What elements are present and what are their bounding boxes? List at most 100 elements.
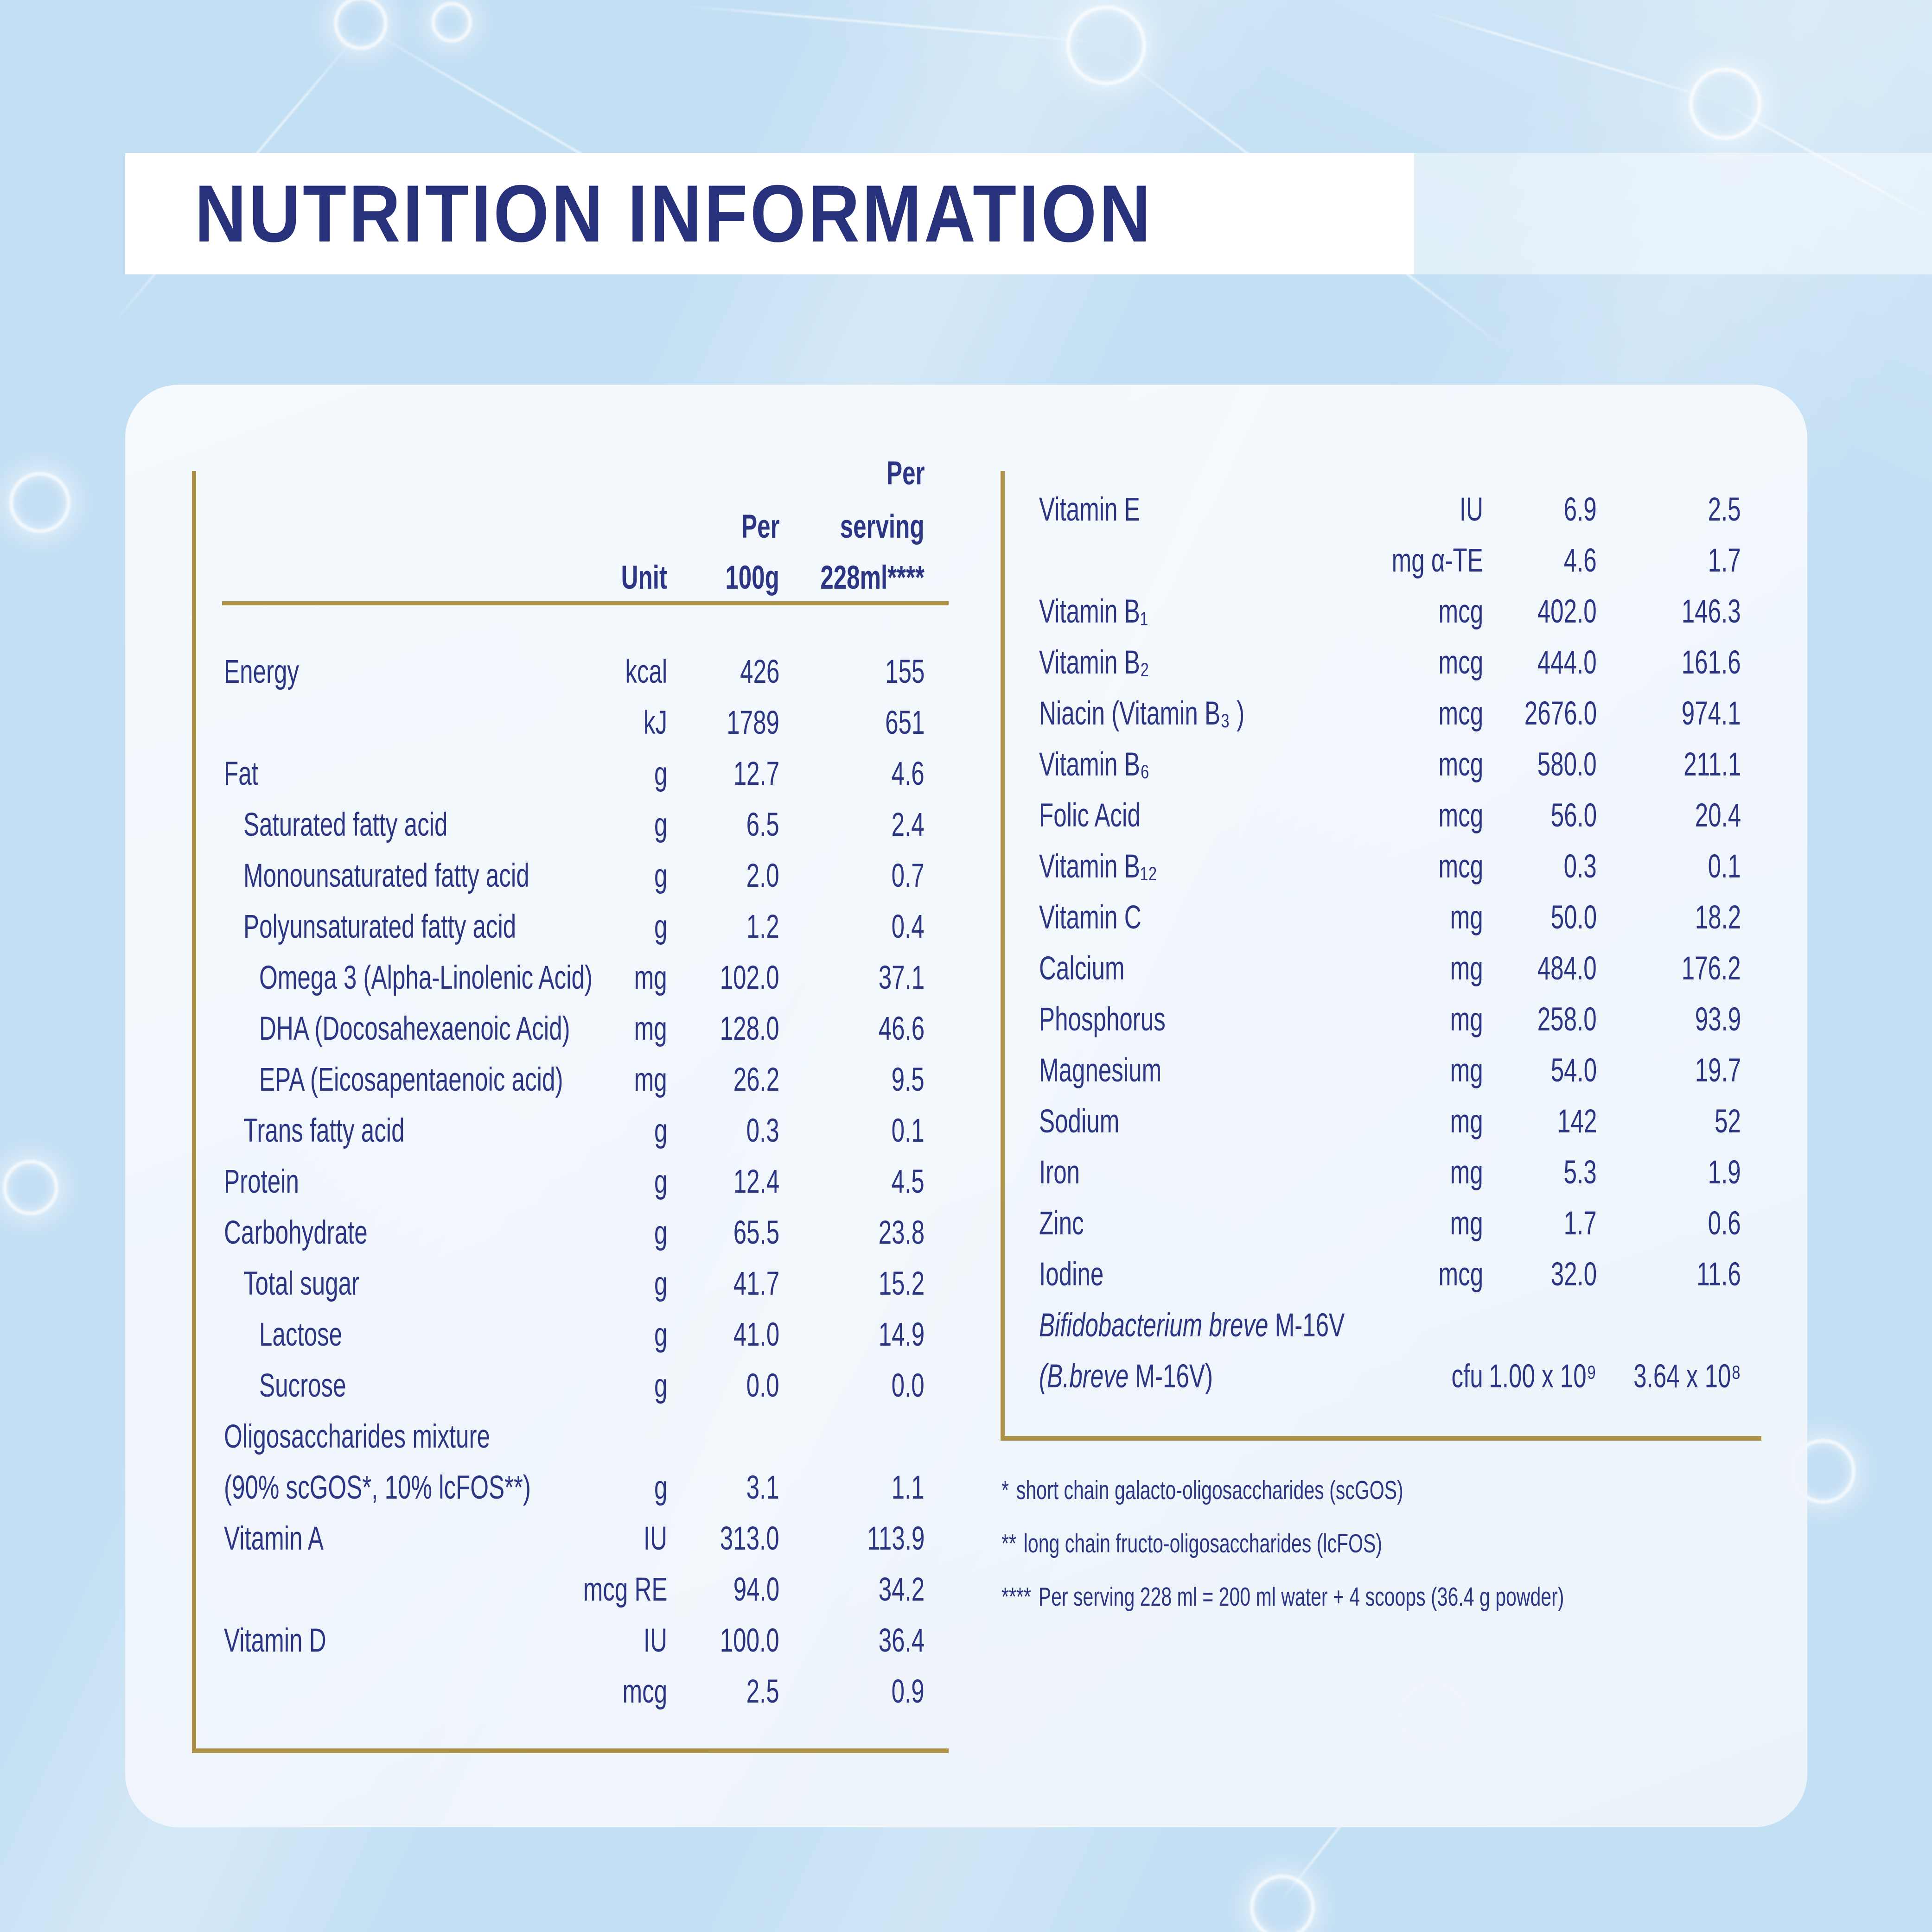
table-row: Trans fatty acid g 0.3 0.1 — [196, 1106, 949, 1157]
unit-cell: mg — [634, 1061, 667, 1098]
row-label: DHA (Docosahexaenoic Acid) — [259, 1010, 570, 1047]
unit-cell: kcal — [625, 654, 667, 690]
per-100g-cell: 5.3 — [1563, 1154, 1597, 1191]
unit-cell: mcg — [1438, 797, 1483, 834]
col-header-100g: 100g — [725, 559, 779, 596]
per-100g-cell: 1.00 x 10⁹ — [1489, 1358, 1597, 1395]
per-serving-cell: 0.1 — [1708, 848, 1741, 885]
table-row: Polyunsaturated fatty acid g 1.2 0.4 — [196, 902, 949, 953]
row-label: Folic Acid — [1039, 797, 1141, 834]
row-label: Iron — [1039, 1154, 1080, 1191]
per-serving-cell: 23.8 — [878, 1214, 925, 1251]
per-100g-cell: 1789 — [727, 705, 779, 741]
unit-cell: mcg — [1438, 695, 1483, 732]
per-100g-cell: 0.3 — [1563, 848, 1597, 885]
per-100g-cell: 6.9 — [1563, 491, 1597, 528]
table-row: Oligosaccharides mixture — [196, 1411, 949, 1462]
table-row: Carbohydrate g 65.5 23.8 — [196, 1208, 949, 1258]
row-label: Vitamin D — [224, 1622, 326, 1659]
per-serving-cell: 46.6 — [878, 1010, 925, 1047]
unit-cell: mg — [1450, 899, 1483, 936]
row-label: Zinc — [1039, 1205, 1084, 1242]
table-row: mcg 2.5 0.9 — [196, 1666, 949, 1717]
row-label: Fat — [224, 756, 258, 792]
unit-cell: g — [654, 756, 667, 792]
table-row: Vitamin C mg 50.0 18.2 — [1005, 892, 1761, 943]
table-row: Total sugar g 41.7 15.2 — [196, 1258, 949, 1309]
col-header-unit: Unit — [621, 559, 667, 596]
per-serving-cell: 18.2 — [1695, 899, 1741, 936]
per-serving-cell: 52 — [1715, 1103, 1741, 1140]
per-serving-cell: 3.64 x 10⁸ — [1633, 1358, 1741, 1395]
molecule-node-decoration — [1066, 6, 1146, 85]
row-label: Vitamin E — [1039, 491, 1140, 528]
molecule-node-decoration — [9, 472, 70, 533]
table-row: Sucrose g 0.0 0.0 — [196, 1360, 949, 1411]
unit-cell: g — [654, 1367, 667, 1404]
row-label: Monounsaturated fatty acid — [243, 858, 529, 894]
row-label: Saturated fatty acid — [243, 807, 448, 843]
col-header-serving-line1: Per — [886, 455, 925, 492]
per-serving-cell: 176.2 — [1682, 950, 1741, 987]
title-band-fade — [1414, 153, 1932, 274]
per-serving-cell: 0.0 — [891, 1367, 925, 1404]
per-serving-cell — [196, 1411, 925, 1462]
table-row: Vitamin B₁ mcg 402.0 146.3 — [1005, 586, 1761, 637]
table-row: mcg RE 94.0 34.2 — [196, 1564, 949, 1615]
table-row: (90% scGOS*, 10% lcFOS**) g 3.1 1.1 — [196, 1462, 949, 1513]
per-serving-cell: 36.4 — [878, 1622, 925, 1659]
per-100g-cell: 41.7 — [733, 1265, 779, 1302]
row-label: Omega 3 (Alpha-Linolenic Acid) — [259, 960, 593, 996]
row-label: Oligosaccharides mixture — [224, 1418, 490, 1455]
table-row: Calcium mg 484.0 176.2 — [1005, 943, 1761, 994]
per-100g-cell: 128.0 — [720, 1010, 779, 1047]
per-100g-cell: 0.0 — [746, 1367, 779, 1404]
per-100g-cell: 94.0 — [733, 1571, 779, 1608]
unit-cell: mg — [1450, 1052, 1483, 1089]
col-header-serving-line3: 228ml**** — [820, 559, 925, 596]
title-band: NUTRITION INFORMATION — [125, 153, 1414, 274]
table-row: Phosphorus mg 258.0 93.9 — [1005, 994, 1761, 1045]
per-100g-cell: 50.0 — [1550, 899, 1597, 936]
per-serving-cell: 155 — [885, 654, 925, 690]
footnote-per-serving: **** Per serving 228 ml = 200 ml water + … — [1001, 1582, 1564, 1612]
row-label: Vitamin B₁₂ — [1039, 848, 1157, 885]
per-100g-cell: 258.0 — [1537, 1001, 1597, 1038]
per-serving-cell: 2.5 — [1708, 491, 1741, 528]
molecule-node-decoration — [1689, 68, 1761, 140]
unit-cell: mg — [1450, 1154, 1483, 1191]
per-serving-cell: 37.1 — [878, 960, 925, 996]
per-serving-cell: 14.9 — [878, 1316, 925, 1353]
unit-cell: mcg — [1438, 593, 1483, 630]
col-header-serving-line2: serving — [840, 508, 925, 545]
row-label: EPA (Eicosapentaenoic acid) — [259, 1061, 563, 1098]
per-100g-cell: 4.6 — [1563, 542, 1597, 579]
row-label: Iodine — [1039, 1256, 1104, 1293]
per-serving-cell: 146.3 — [1682, 593, 1741, 630]
unit-cell: mg — [1450, 1001, 1483, 1038]
right-nutrition-table: Vitamin E IU 6.9 2.5 mg α-TE 4.6 1.7 Vitamin B₁… — [1001, 471, 1761, 1441]
per-serving-cell: 1.1 — [891, 1469, 925, 1506]
per-100g-cell: 12.7 — [733, 756, 779, 792]
table-row: Vitamin A IU 313.0 113.9 — [196, 1513, 949, 1564]
per-100g-cell: 0.3 — [746, 1112, 779, 1149]
per-serving-cell — [1005, 1300, 1741, 1351]
per-serving-cell: 15.2 — [878, 1265, 925, 1302]
per-100g-cell: 444.0 — [1537, 644, 1597, 681]
unit-cell: g — [654, 1163, 667, 1200]
row-label: (90% scGOS*, 10% lcFOS**) — [224, 1469, 531, 1506]
per-serving-cell: 211.1 — [1683, 746, 1741, 783]
unit-cell: mg α-TE — [1391, 542, 1483, 579]
per-100g-cell: 402.0 — [1537, 593, 1597, 630]
molecule-node-decoration — [1250, 1875, 1315, 1932]
per-serving-cell: 1.9 — [1708, 1154, 1741, 1191]
table-row: Omega 3 (Alpha-Linolenic Acid) mg 102.0 37.… — [196, 953, 949, 1004]
per-serving-cell: 1.7 — [1708, 542, 1741, 579]
per-serving-cell: 93.9 — [1695, 1001, 1741, 1038]
per-100g-cell: 32.0 — [1550, 1256, 1597, 1293]
unit-cell: IU — [1459, 491, 1483, 528]
row-label: Vitamin B₂ — [1039, 644, 1149, 681]
per-serving-cell: 4.5 — [891, 1163, 925, 1200]
unit-cell: g — [654, 858, 667, 894]
per-serving-cell: 651 — [885, 705, 925, 741]
